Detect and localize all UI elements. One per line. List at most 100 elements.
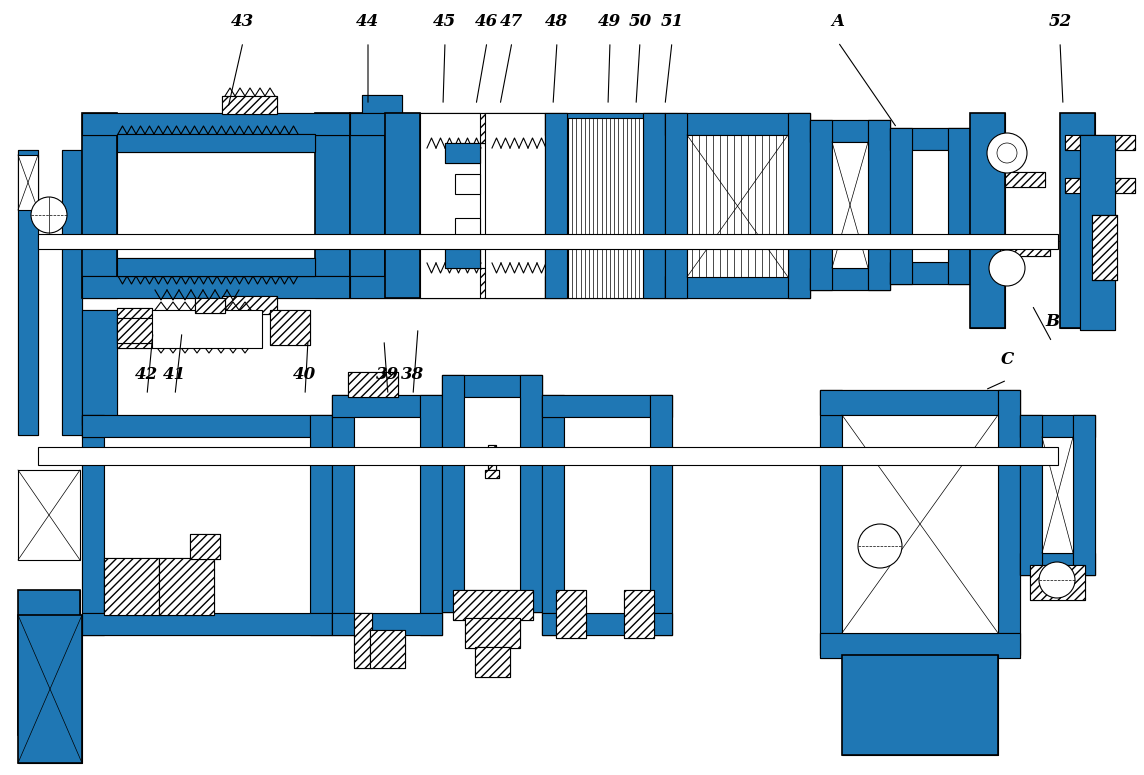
Text: 46: 46 — [476, 13, 499, 30]
Bar — [542, 395, 672, 417]
Bar — [18, 590, 80, 735]
Bar — [18, 150, 38, 435]
Bar — [442, 375, 542, 397]
Bar — [362, 95, 402, 115]
Bar — [545, 113, 665, 135]
Bar — [545, 113, 567, 298]
Bar — [18, 590, 80, 735]
Bar — [38, 447, 1058, 465]
Bar — [998, 390, 1020, 655]
Bar — [810, 268, 890, 290]
Bar — [194, 298, 225, 313]
Circle shape — [998, 143, 1017, 163]
Bar — [1030, 565, 1085, 600]
Bar — [688, 135, 788, 277]
Bar — [455, 174, 480, 194]
Bar — [623, 590, 654, 638]
Bar — [455, 218, 480, 238]
Bar — [117, 308, 152, 348]
Bar — [1073, 415, 1095, 575]
Bar — [643, 113, 665, 298]
Bar — [442, 590, 542, 612]
Bar — [890, 262, 970, 284]
Bar — [665, 276, 810, 298]
Text: 42: 42 — [135, 366, 159, 383]
Bar — [117, 134, 315, 152]
Text: 51: 51 — [660, 13, 684, 30]
Bar — [270, 310, 310, 345]
Bar — [643, 113, 665, 298]
Bar — [420, 268, 545, 298]
Bar — [38, 234, 1058, 249]
Bar — [1020, 553, 1095, 575]
Bar — [117, 134, 315, 152]
Bar — [442, 375, 464, 612]
Bar — [564, 417, 650, 613]
Bar — [222, 296, 277, 314]
Bar — [353, 613, 372, 668]
Bar — [650, 395, 672, 635]
Text: 50: 50 — [628, 13, 652, 30]
Bar — [890, 128, 970, 150]
Bar — [82, 415, 332, 437]
Bar — [623, 590, 654, 638]
Bar — [104, 558, 159, 615]
Bar — [152, 310, 262, 348]
Bar — [445, 248, 480, 268]
Bar — [788, 113, 810, 298]
Bar — [970, 113, 1004, 328]
Bar — [665, 276, 810, 298]
Bar — [315, 113, 350, 298]
Bar — [810, 120, 890, 142]
Bar — [665, 113, 810, 135]
Bar — [370, 630, 405, 668]
Bar — [485, 470, 499, 478]
Bar — [1065, 135, 1135, 150]
Bar — [1020, 553, 1095, 575]
Bar — [350, 113, 386, 298]
Circle shape — [31, 197, 67, 233]
Bar — [82, 310, 117, 425]
Bar — [1020, 415, 1042, 575]
Bar — [362, 95, 402, 115]
Bar — [1080, 135, 1115, 330]
Bar — [332, 395, 442, 417]
Bar — [842, 415, 998, 633]
Bar — [475, 647, 510, 677]
Bar — [464, 618, 521, 648]
Bar — [485, 113, 545, 298]
Bar — [350, 276, 420, 298]
Bar — [948, 128, 970, 284]
Text: 47: 47 — [500, 13, 524, 30]
Bar — [420, 113, 545, 143]
Bar — [332, 395, 353, 635]
Bar — [82, 113, 350, 135]
Bar — [442, 375, 542, 397]
Bar — [475, 647, 510, 677]
Text: 41: 41 — [164, 366, 186, 383]
Bar — [420, 395, 442, 635]
Bar — [1093, 215, 1117, 280]
Text: 39: 39 — [376, 366, 399, 383]
Bar — [542, 395, 672, 417]
Bar — [650, 395, 672, 635]
Bar — [442, 375, 464, 612]
Bar — [1080, 135, 1115, 330]
Bar — [82, 113, 117, 298]
Circle shape — [987, 133, 1027, 173]
Text: 40: 40 — [293, 366, 317, 383]
Text: A: A — [832, 13, 844, 30]
Bar — [104, 437, 310, 613]
Bar — [159, 558, 214, 615]
Circle shape — [990, 250, 1025, 286]
Bar — [545, 276, 665, 298]
Bar — [810, 120, 832, 290]
Bar — [820, 390, 842, 655]
Bar — [970, 113, 1004, 328]
Bar — [315, 113, 350, 298]
Bar — [348, 372, 398, 397]
Bar — [82, 415, 104, 635]
Bar — [1000, 241, 1050, 256]
Bar — [310, 415, 332, 635]
Bar — [350, 113, 420, 135]
